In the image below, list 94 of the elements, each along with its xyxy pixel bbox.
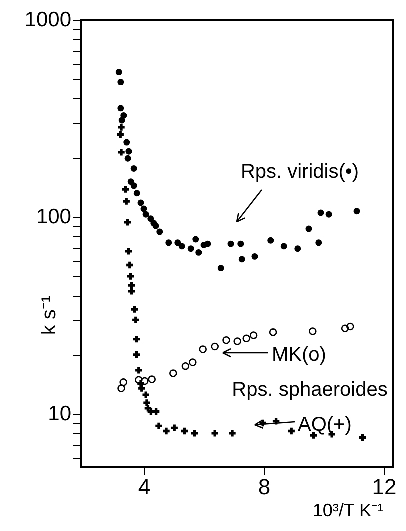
point — [252, 253, 258, 260]
point — [120, 378, 128, 386]
point — [128, 282, 136, 289]
point — [188, 246, 194, 252]
point — [133, 352, 140, 358]
point — [196, 249, 202, 256]
point — [124, 219, 132, 226]
point — [234, 338, 242, 346]
point — [126, 148, 132, 155]
y-tick-label: 100 — [36, 206, 72, 229]
point — [138, 200, 144, 206]
point — [359, 434, 366, 442]
point — [212, 430, 218, 437]
point — [354, 208, 360, 215]
point — [152, 408, 160, 416]
point — [189, 358, 197, 366]
point — [211, 342, 219, 351]
point — [288, 428, 295, 435]
point — [218, 265, 224, 272]
point — [122, 186, 130, 193]
point — [141, 377, 149, 386]
x-tick-label: 12 — [372, 474, 397, 500]
annotation: Rps. viridis(•) — [240, 161, 360, 183]
point — [228, 240, 234, 248]
point — [182, 362, 190, 370]
point — [170, 370, 178, 378]
point — [140, 206, 148, 212]
point — [148, 376, 156, 384]
point — [156, 228, 164, 236]
point — [341, 324, 350, 332]
point — [134, 190, 140, 197]
point — [144, 400, 150, 406]
point — [306, 226, 312, 232]
point — [118, 79, 124, 86]
x-axis-title: 10³/T K⁻¹ — [312, 500, 384, 520]
y-axis-title: k s⁻¹ — [38, 296, 60, 336]
point — [118, 117, 126, 124]
point — [126, 262, 134, 269]
point — [268, 237, 274, 244]
point — [127, 273, 134, 280]
point — [116, 69, 122, 76]
point — [316, 240, 322, 246]
point — [118, 105, 124, 112]
point — [124, 155, 132, 162]
point — [250, 332, 258, 340]
x-tick-label: 8 — [258, 474, 271, 500]
point — [142, 392, 150, 398]
annotation: Rps. sphaeroides — [232, 379, 388, 401]
point — [166, 240, 172, 246]
point — [229, 430, 236, 437]
point — [125, 248, 132, 255]
point — [156, 422, 162, 430]
point — [171, 424, 178, 432]
point — [135, 376, 143, 384]
annotation: AQ(+) — [298, 414, 352, 436]
point — [174, 240, 182, 246]
point — [163, 428, 170, 435]
point — [294, 246, 302, 252]
point — [133, 336, 140, 343]
point — [242, 334, 250, 342]
point — [152, 222, 160, 230]
point — [181, 428, 188, 435]
point — [138, 385, 146, 392]
point — [280, 243, 288, 250]
y-tick-label: 10 — [48, 402, 72, 426]
point — [238, 240, 244, 248]
point — [118, 124, 125, 131]
point — [178, 243, 186, 250]
point — [131, 306, 138, 313]
y-tick-label: 1000 — [24, 8, 72, 32]
point — [118, 384, 126, 392]
x-tick-label: 4 — [138, 474, 151, 500]
point — [204, 240, 212, 248]
point — [118, 149, 125, 156]
point — [269, 328, 278, 336]
point — [318, 210, 324, 216]
point — [124, 139, 130, 146]
point — [128, 288, 136, 295]
point — [132, 316, 140, 324]
point — [346, 322, 354, 331]
point — [309, 328, 317, 336]
point — [123, 198, 130, 205]
point — [117, 131, 124, 138]
point — [222, 336, 230, 344]
point — [191, 430, 198, 437]
point — [130, 165, 138, 172]
point — [238, 256, 246, 263]
point — [142, 211, 150, 218]
point — [199, 346, 207, 354]
point — [192, 236, 200, 243]
point — [326, 211, 332, 218]
point — [136, 366, 142, 374]
annotation: MK(o) — [272, 344, 326, 366]
point — [130, 182, 138, 190]
